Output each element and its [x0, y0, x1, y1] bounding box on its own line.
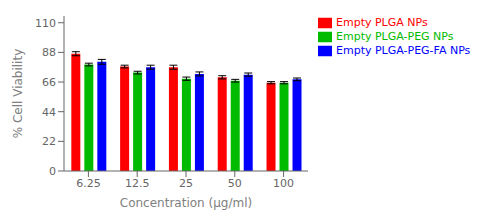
- svg-text:66: 66: [42, 76, 56, 89]
- svg-text:% Cell Viability: % Cell Viability: [11, 49, 25, 139]
- svg-text:6.25: 6.25: [76, 177, 101, 190]
- html-text:Empty PLGA-PEG-FA NPs: Empty PLGA-PEG-FA NPs: [336, 44, 471, 57]
- html-text:Empty PLGA NPs: Empty PLGA NPs: [336, 16, 428, 29]
- svg-text:88: 88: [42, 46, 56, 59]
- svg-text:12.5: 12.5: [125, 177, 150, 190]
- svg-text:100: 100: [273, 177, 294, 190]
- svg-text:0: 0: [49, 165, 56, 178]
- svg-text:44: 44: [42, 106, 56, 119]
- svg-text:110: 110: [35, 17, 56, 30]
- svg-text:Concentration (µg/ml): Concentration (µg/ml): [120, 196, 252, 210]
- svg-text:22: 22: [42, 135, 56, 148]
- svg-text:50: 50: [228, 177, 242, 190]
- svg-text:25: 25: [179, 177, 193, 190]
- html-text:Empty PLGA-PEG NPs: Empty PLGA-PEG NPs: [336, 30, 454, 43]
